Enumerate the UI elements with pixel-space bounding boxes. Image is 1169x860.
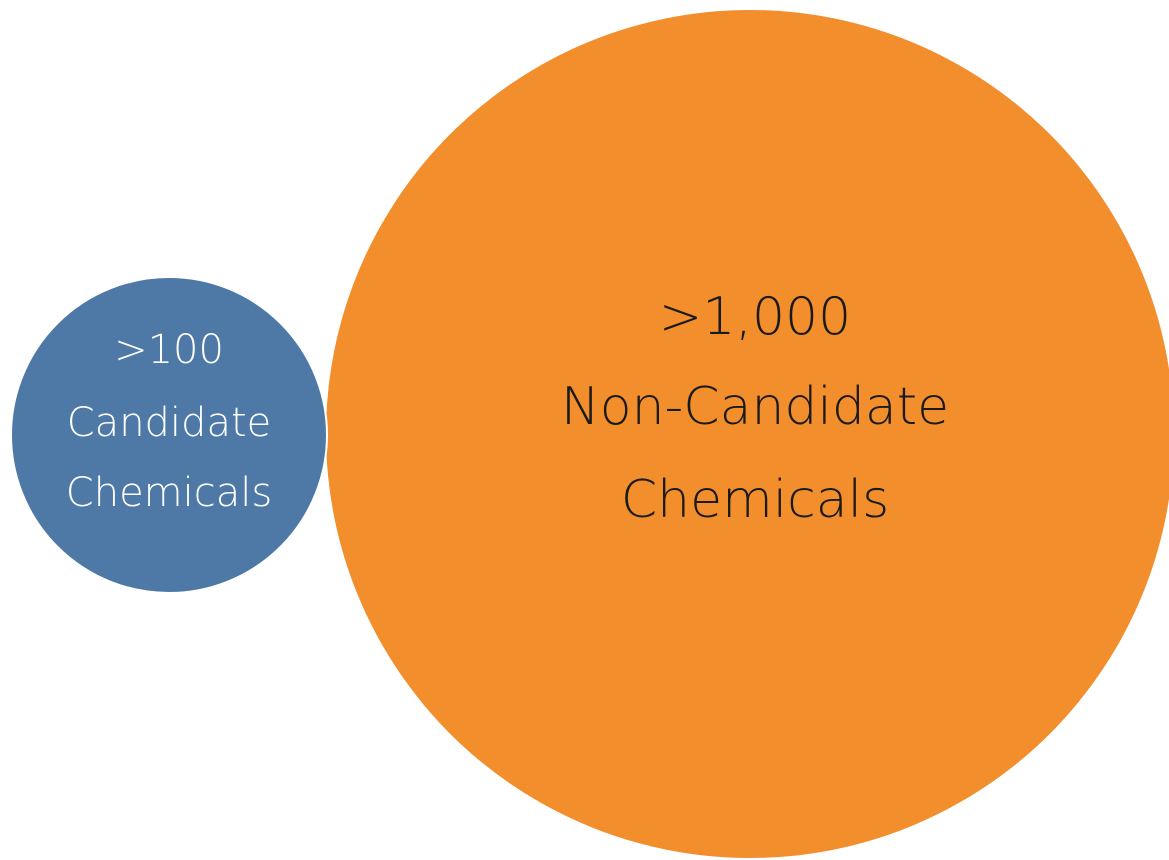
blue-circle <box>10 276 328 594</box>
label-line: >1,000 <box>659 287 851 347</box>
orange-circle <box>326 10 1169 858</box>
label-line: Chemicals <box>66 470 272 516</box>
blue-label: >100 Candidate Chemicals <box>66 327 272 516</box>
label-line: Candidate <box>67 400 272 446</box>
label-line: >100 <box>114 327 224 373</box>
label-line: Chemicals <box>621 470 889 530</box>
label-line: Non-Candidate <box>561 377 949 437</box>
orange-label: >1,000 Non-Candidate Chemicals <box>561 287 949 530</box>
